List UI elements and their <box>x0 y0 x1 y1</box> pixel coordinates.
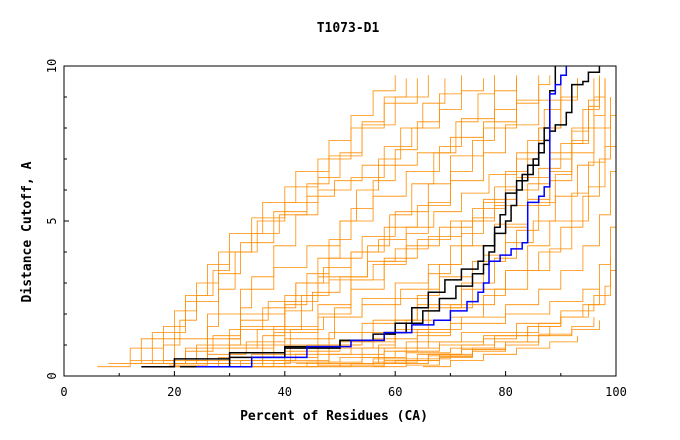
x-tick-label-60: 60 <box>388 385 402 399</box>
x-axis-label: Percent of Residues (CA) <box>240 409 428 424</box>
highlight-blue-line <box>196 66 568 368</box>
y-axis-label: Distance Cutoff, A <box>20 161 35 302</box>
model-line-15 <box>218 289 600 368</box>
model-line-38 <box>196 75 551 361</box>
x-tick-label-100: 100 <box>605 385 627 399</box>
x-axis: 0 20 40 60 80 100 <box>60 371 627 399</box>
y-axis: 0 5 10 <box>45 59 69 380</box>
background-model-lines <box>97 75 616 368</box>
model-line-17 <box>251 326 551 368</box>
highlight-black-1-line <box>141 66 601 368</box>
x-tick-label-40: 40 <box>278 385 292 399</box>
model-line-2 <box>108 78 418 364</box>
model-line-39 <box>207 75 600 364</box>
model-line-23 <box>218 78 407 364</box>
model-line-32 <box>273 78 446 364</box>
y-tick-label-5: 5 <box>45 217 59 224</box>
x-tick-label-80: 80 <box>498 385 512 399</box>
model-line-3 <box>119 75 429 364</box>
model-line-31 <box>168 90 606 366</box>
model-line-41 <box>422 335 578 368</box>
model-line-30 <box>157 78 578 364</box>
x-tick-label-20: 20 <box>167 385 181 399</box>
chart-title: T1073-D1 <box>317 21 380 36</box>
y-tick-label-10: 10 <box>45 59 59 73</box>
model-line-29 <box>146 78 484 364</box>
highlight-lines <box>141 66 601 368</box>
y-tick-label-0: 0 <box>45 372 59 379</box>
model-line-7 <box>163 78 595 361</box>
model-line-20 <box>306 352 473 368</box>
model-line-40 <box>373 320 600 368</box>
model-line-33 <box>306 75 495 364</box>
model-line-18 <box>262 338 540 368</box>
highlight-black-2-line <box>179 66 557 368</box>
model-line-35 <box>384 78 600 364</box>
x-tick-label-0: 0 <box>60 385 67 399</box>
